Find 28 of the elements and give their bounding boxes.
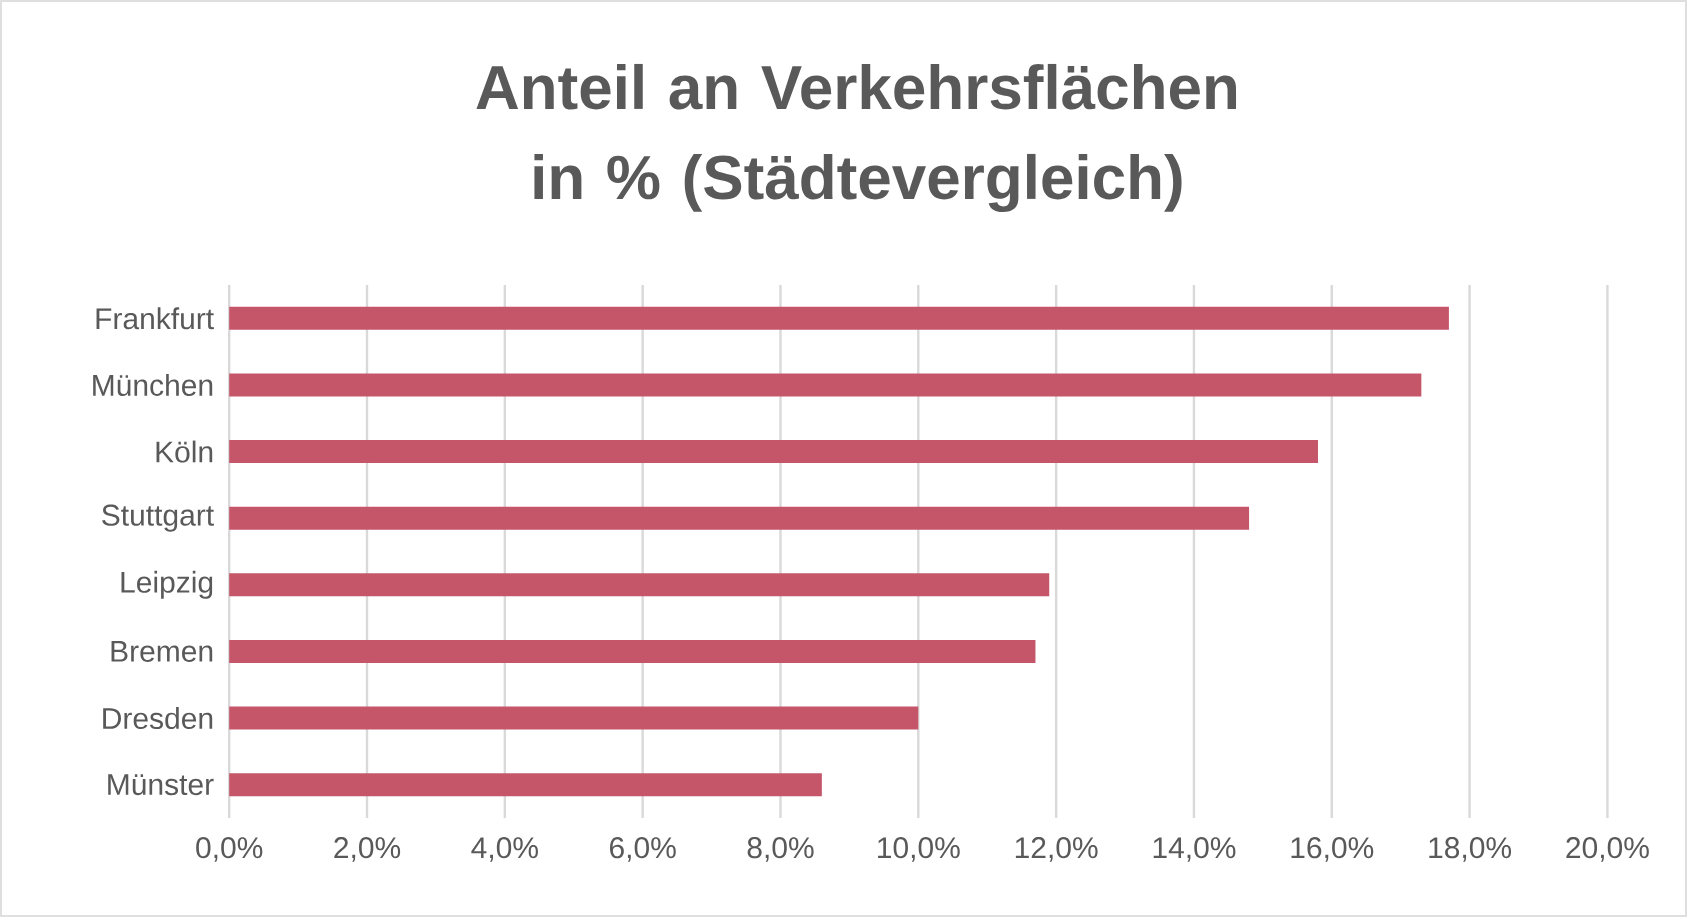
x-tick-label: 18,0% [1429, 837, 1512, 862]
x-tick-label: 6,0% [610, 837, 676, 862]
bar [229, 706, 919, 730]
x-tick-label: 2,0% [334, 837, 401, 862]
y-tick-label: Leipzig [121, 570, 213, 599]
bar [229, 440, 1318, 464]
x-tick-label: 8,0% [747, 837, 814, 862]
bar [229, 306, 1449, 330]
x-tick-label: 10,0% [878, 837, 960, 862]
bar [229, 573, 1050, 597]
x-tick-label: 20,0% [1566, 837, 1649, 862]
y-tick-label: Stuttgart [102, 504, 214, 532]
x-tick-label: 14,0% [1153, 837, 1236, 862]
y-tick-label: Dresden [103, 707, 213, 730]
bar [229, 773, 822, 797]
y-tick-label: Bremen [111, 640, 213, 662]
x-tick-label: 12,0% [1015, 837, 1098, 862]
y-tick-label: München [93, 373, 213, 396]
chart-title: Anteil an Verkehrsflächen in % (Städtevergleich) [476, 63, 1237, 213]
x-tick-label: 0,0% [196, 837, 263, 862]
y-tick-label: Münster [108, 774, 214, 796]
y-tick-label: Köln [156, 440, 213, 463]
y-tick-label: Frankfurt [96, 307, 214, 330]
x-tick-label: 16,0% [1291, 837, 1374, 862]
bar [229, 639, 1036, 663]
x-tick-label: 4,0% [471, 837, 538, 862]
bar [229, 373, 1422, 397]
bar [229, 506, 1250, 530]
